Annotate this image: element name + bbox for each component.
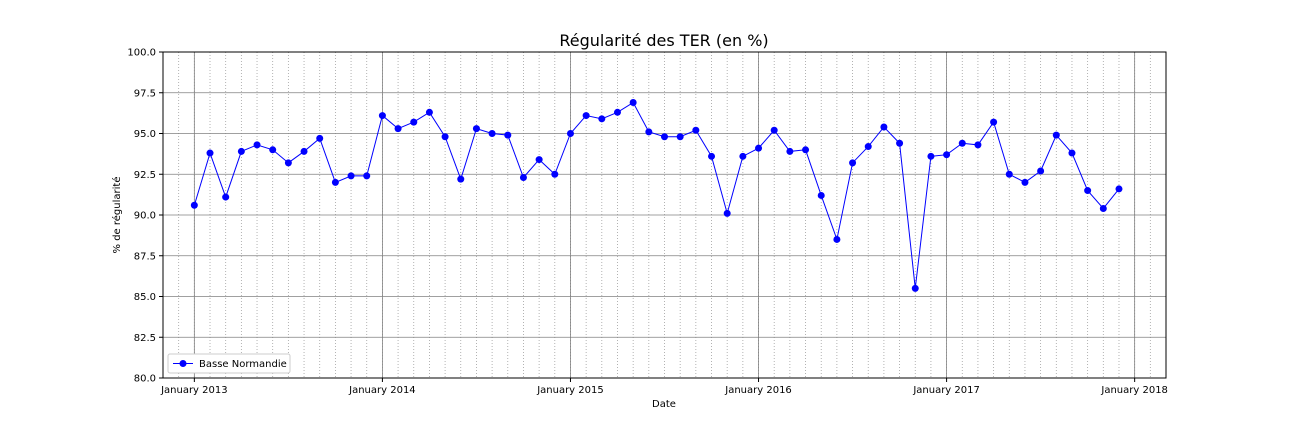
data-point bbox=[911, 284, 919, 292]
data-point bbox=[676, 133, 684, 141]
data-point bbox=[770, 126, 778, 134]
y-axis-label: % de régularité bbox=[111, 177, 123, 254]
data-point bbox=[1084, 187, 1092, 195]
data-point bbox=[269, 146, 277, 154]
data-point bbox=[378, 112, 386, 120]
data-point bbox=[206, 149, 214, 157]
legend: Basse Normandie bbox=[167, 353, 291, 374]
x-tick-label: January 2015 bbox=[536, 385, 604, 396]
data-point bbox=[958, 139, 966, 147]
data-point bbox=[394, 125, 402, 133]
data-point bbox=[347, 172, 355, 180]
y-tick-label: 97.5 bbox=[134, 88, 156, 99]
legend-label: Basse Normandie bbox=[199, 359, 287, 370]
chart-title: Régularité des TER (en %) bbox=[559, 31, 768, 50]
data-point bbox=[457, 175, 465, 183]
data-point bbox=[692, 126, 700, 134]
data-point bbox=[708, 152, 716, 160]
data-point bbox=[598, 115, 606, 123]
y-axis: 80.0 82.5 85.0 87.5 90.0 92.5 95.0 97.5 100.0 bbox=[127, 48, 163, 385]
data-point bbox=[1099, 204, 1107, 212]
data-point bbox=[833, 235, 841, 243]
series-basse-normandie bbox=[190, 99, 1123, 292]
data-point bbox=[755, 144, 763, 152]
data-point bbox=[425, 108, 433, 116]
data-point bbox=[974, 141, 982, 149]
data-point bbox=[566, 130, 574, 137]
data-point bbox=[927, 152, 935, 160]
y-tick-label: 90.0 bbox=[134, 211, 156, 222]
data-point bbox=[410, 118, 418, 126]
data-point bbox=[1068, 149, 1076, 157]
data-point bbox=[582, 112, 590, 120]
data-point bbox=[802, 146, 810, 154]
legend-marker bbox=[179, 360, 187, 367]
y-tick-label: 92.5 bbox=[134, 170, 156, 181]
y-tick-label: 95.0 bbox=[134, 129, 156, 140]
data-point bbox=[817, 191, 825, 199]
data-point bbox=[316, 134, 324, 142]
x-axis-label: Date bbox=[652, 399, 676, 410]
data-point bbox=[284, 159, 292, 167]
data-point bbox=[864, 143, 872, 151]
x-tick-label: January 2013 bbox=[160, 385, 228, 396]
series-line bbox=[193, 101, 1120, 289]
y-tick-label: 87.5 bbox=[134, 251, 156, 262]
data-point bbox=[896, 139, 904, 147]
data-point bbox=[190, 201, 198, 209]
x-tick-label: January 2014 bbox=[348, 385, 416, 396]
data-point bbox=[519, 174, 527, 182]
data-point bbox=[300, 147, 308, 155]
data-point bbox=[237, 147, 245, 155]
data-point bbox=[535, 156, 543, 164]
data-point bbox=[1115, 185, 1123, 193]
data-point bbox=[645, 128, 653, 136]
data-point bbox=[943, 151, 951, 159]
data-point bbox=[849, 159, 857, 167]
data-point bbox=[613, 108, 621, 116]
data-point bbox=[441, 133, 449, 141]
x-axis: January 2013 January 2014 January 2015 Janu… bbox=[160, 378, 1168, 396]
data-point bbox=[990, 118, 998, 126]
x-tick-label: January 2016 bbox=[724, 385, 792, 396]
data-point bbox=[786, 147, 794, 155]
data-point bbox=[551, 170, 559, 178]
data-point bbox=[880, 123, 888, 131]
x-tick-label: January 2018 bbox=[1100, 385, 1168, 396]
data-point bbox=[488, 130, 496, 137]
data-point bbox=[1005, 170, 1013, 178]
data-point bbox=[331, 178, 339, 186]
x-tick-label: January 2017 bbox=[912, 385, 980, 396]
legend-box bbox=[167, 353, 291, 374]
data-point bbox=[629, 99, 637, 107]
data-point bbox=[504, 131, 512, 139]
y-tick-label: 100.0 bbox=[127, 48, 156, 59]
data-point bbox=[253, 141, 261, 149]
y-tick-label: 80.0 bbox=[134, 374, 156, 385]
data-point bbox=[1021, 178, 1029, 186]
data-point bbox=[1037, 167, 1045, 175]
y-tick-label: 82.5 bbox=[134, 333, 156, 344]
data-point bbox=[363, 172, 371, 180]
data-point bbox=[739, 152, 747, 160]
data-point bbox=[661, 133, 668, 141]
y-tick-label: 85.0 bbox=[134, 292, 156, 303]
data-point bbox=[723, 209, 731, 217]
data-point bbox=[222, 193, 230, 201]
data-point bbox=[472, 125, 480, 133]
data-point bbox=[1052, 131, 1060, 139]
